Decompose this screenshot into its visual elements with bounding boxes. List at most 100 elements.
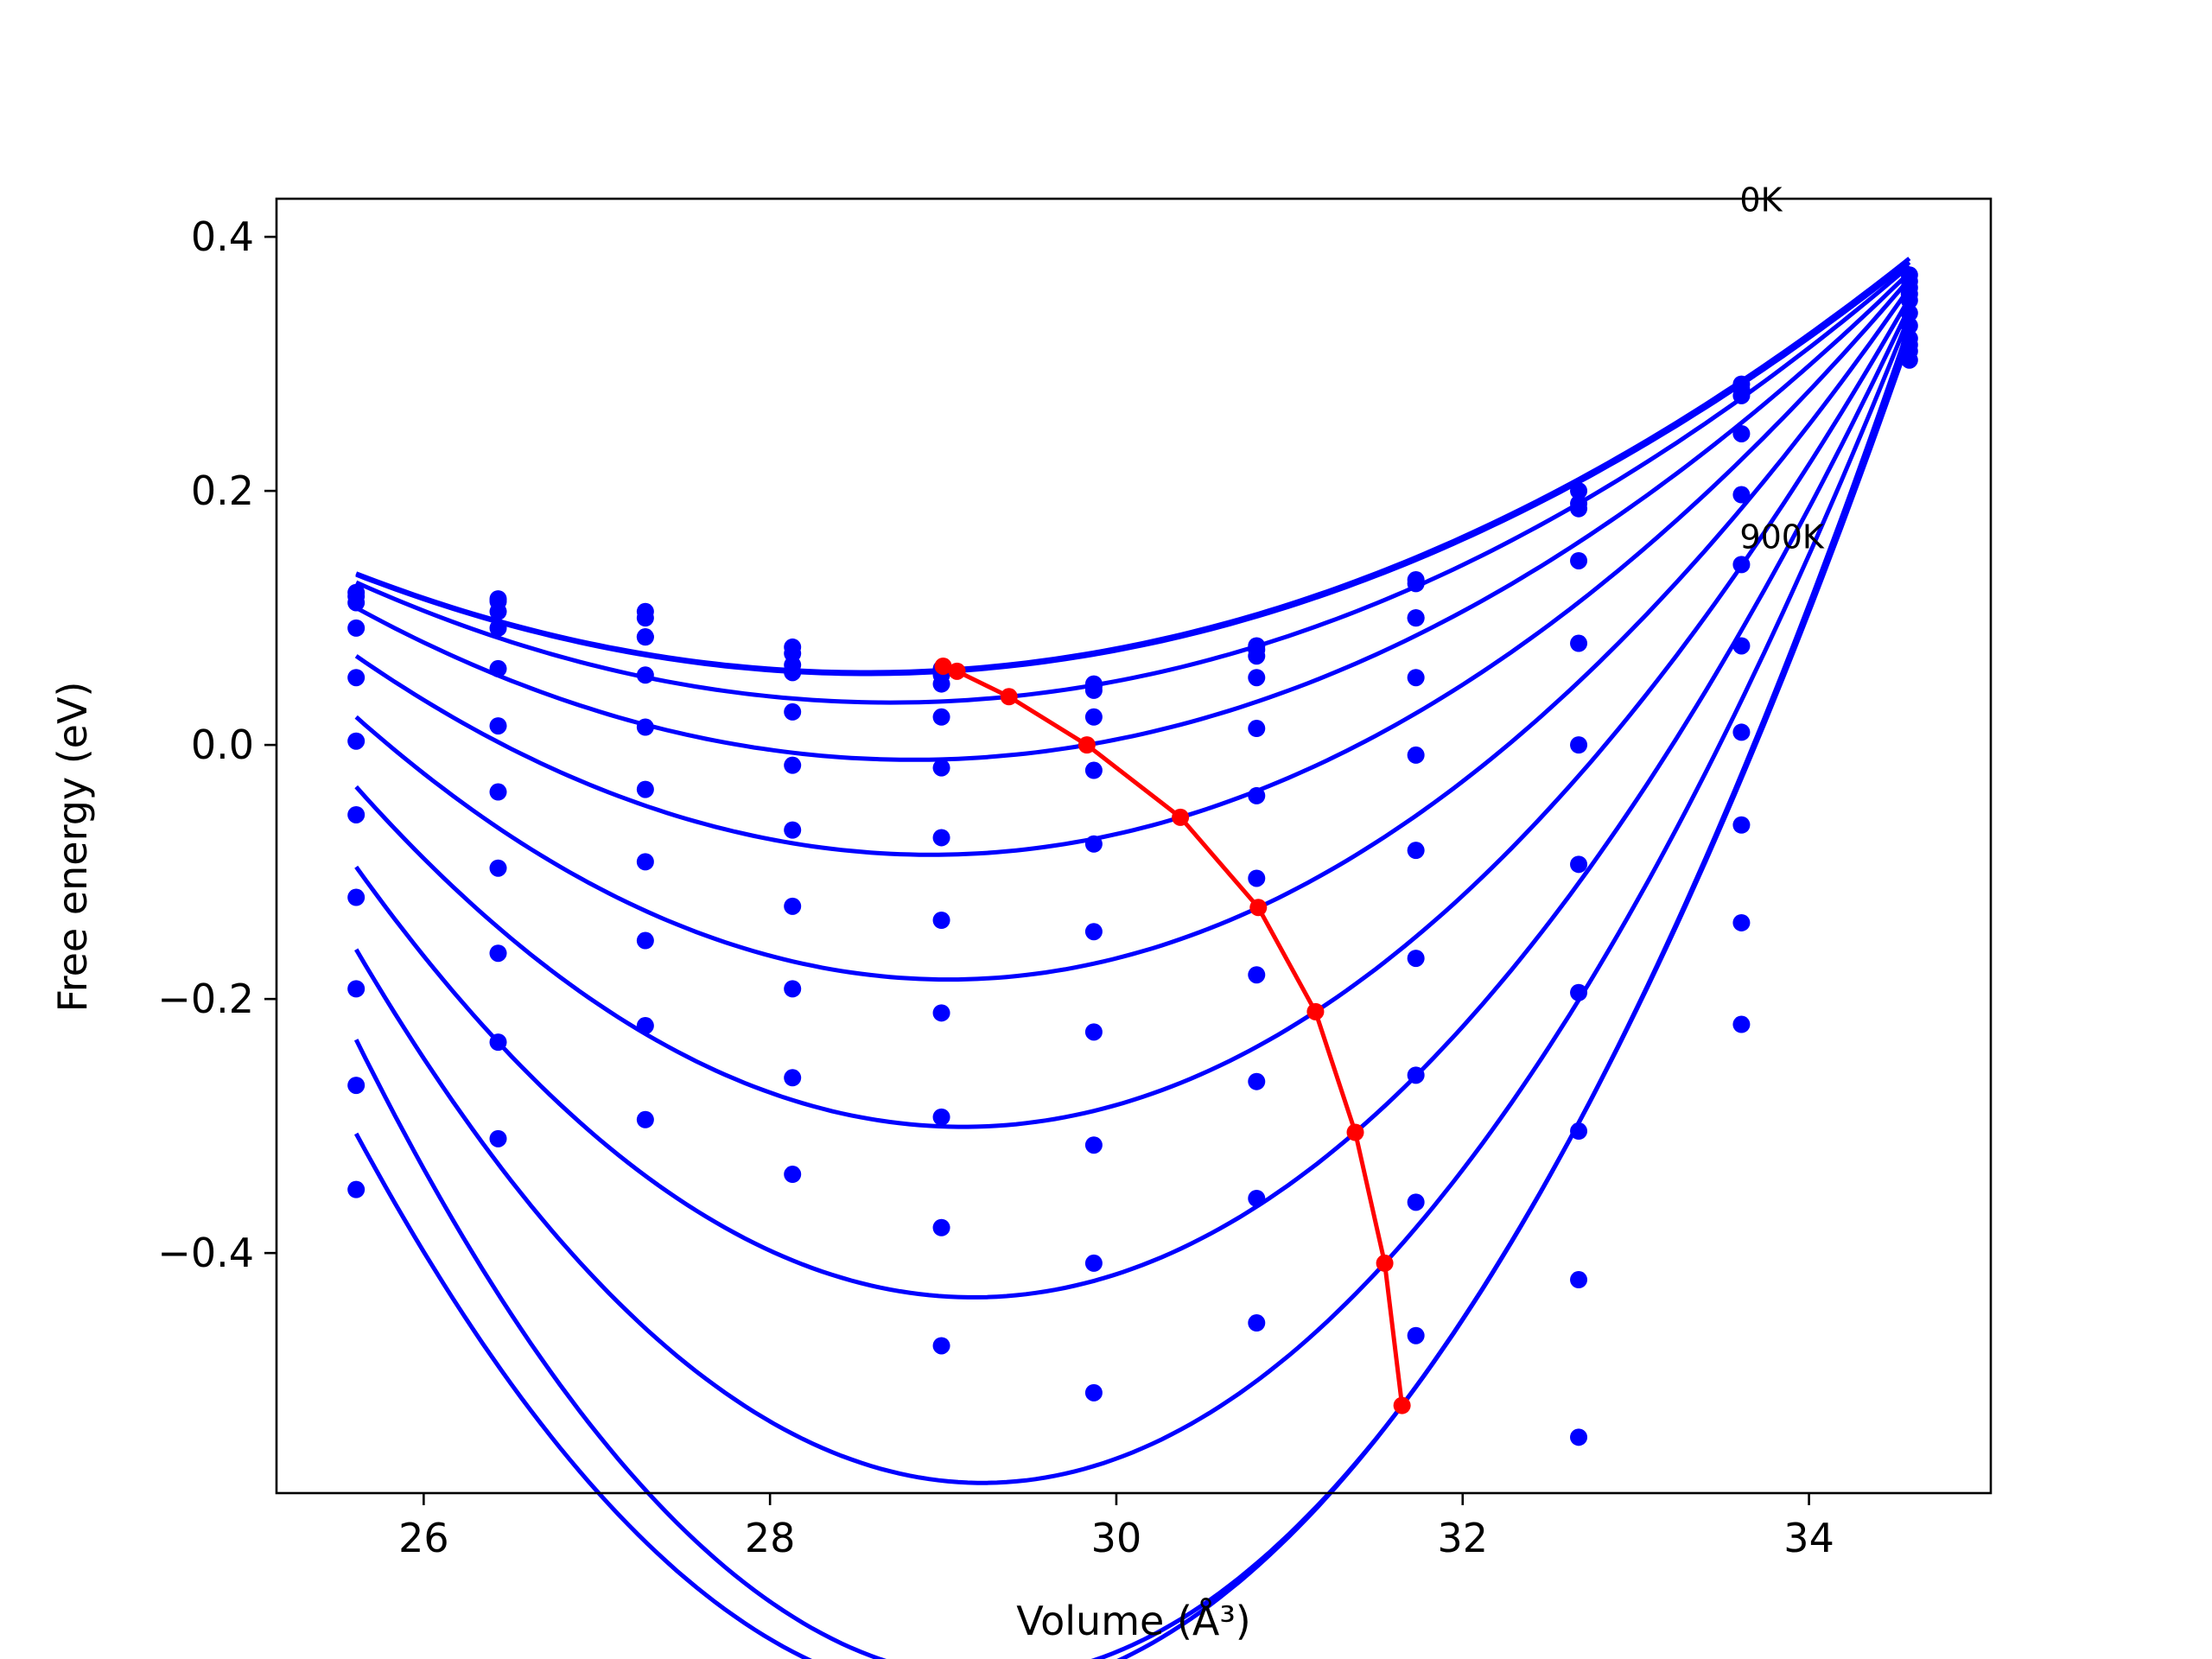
data-point-600K-8 [1570,855,1588,874]
data-point-1000K-9 [1732,1015,1751,1033]
data-point-600K-3 [784,821,802,839]
data-point-500K-8 [1570,736,1588,754]
data-point-1000K-10 [1900,351,1918,369]
data-point-200K-4 [932,675,950,693]
fit-curve-300K [355,270,1911,762]
x-tick-label-2: 30 [1091,1515,1142,1561]
data-point-300K-2 [636,628,654,646]
x-tick-label-1: 28 [745,1515,796,1561]
data-point-700K-4 [932,1004,950,1022]
data-point-400K-2 [636,666,654,684]
data-point-800K-0 [347,980,365,998]
minimum-path-point-7 [1346,1123,1364,1141]
annotation-label-1: 900K [1739,518,1825,556]
data-point-600K-4 [932,911,950,929]
data-point-800K-2 [636,931,654,950]
data-point-700K-6 [1248,966,1266,984]
data-point-800K-5 [1084,1136,1103,1154]
data-point-300K-6 [1248,669,1266,687]
annotation-label-0: 0K [1739,181,1783,219]
minimum-path-point-2 [1000,688,1018,706]
data-point-800K-6 [1248,1072,1266,1090]
data-point-500K-0 [347,732,365,750]
data-point-800K-4 [932,1108,950,1126]
minimum-path-point-6 [1306,1002,1325,1020]
minimum-path-point-5 [1249,899,1268,917]
x-axis-title: Volume (Å³) [1016,1598,1251,1644]
data-point-900K-2 [636,1017,654,1035]
data-point-200K-9 [1732,386,1751,404]
minimum-path-point-0 [934,657,952,675]
fit-curve-100K [355,260,1911,677]
data-point-800K-1 [489,944,507,963]
data-point-600K-7 [1407,842,1425,860]
data-point-1000K-0 [347,1180,365,1198]
data-point-900K-0 [347,1077,365,1095]
data-point-300K-0 [347,619,365,637]
y-tick-label-2: 0.0 [191,721,254,768]
data-point-900K-6 [1248,1189,1266,1207]
y-tick-label-4: −0.4 [157,1230,254,1276]
data-point-700K-1 [489,859,507,877]
data-point-300K-1 [489,619,507,637]
data-point-400K-9 [1732,486,1751,504]
data-point-400K-0 [347,669,365,687]
data-point-500K-5 [1084,835,1103,853]
fit-curve-800K [354,315,1912,1485]
data-point-1000K-3 [784,1166,802,1184]
data-point-400K-1 [489,659,507,677]
data-point-900K-1 [489,1033,507,1052]
data-point-700K-2 [636,853,654,871]
data-point-700K-7 [1407,950,1425,968]
data-point-600K-2 [636,780,654,798]
data-point-200K-5 [1084,681,1103,699]
data-point-700K-5 [1084,1023,1103,1041]
data-point-200K-8 [1570,499,1588,518]
data-point-400K-6 [1248,720,1266,738]
data-point-500K-7 [1407,746,1425,764]
x-tick-label-4: 34 [1783,1515,1834,1561]
data-point-1000K-7 [1407,1326,1425,1344]
data-point-300K-8 [1570,551,1588,569]
data-point-500K-1 [489,717,507,735]
y-tick-label-1: 0.2 [191,467,254,514]
ticks-layer: 26 28 30 32 34 0.4 0.2 0.0 −0.2 −0.4 [157,213,1834,1561]
data-point-200K-1 [489,602,507,620]
data-point-700K-0 [347,888,365,906]
x-tick-label-3: 32 [1437,1515,1488,1561]
data-point-700K-9 [1732,723,1751,741]
data-point-400K-7 [1407,669,1425,687]
data-point-1000K-2 [636,1110,654,1128]
fit-curve-500K [354,286,1911,982]
fit-curve-1000K [354,337,1912,1659]
fit-curve-200K [355,264,1911,705]
data-point-900K-7 [1407,1193,1425,1211]
minimum-path-point-4 [1172,808,1190,826]
data-point-400K-8 [1570,634,1588,652]
data-point-400K-3 [784,702,802,721]
data-point-600K-0 [347,805,365,823]
data-point-500K-3 [784,756,802,774]
data-point-900K-3 [784,1069,802,1087]
data-point-300K-4 [932,708,950,726]
plot-layer [347,257,1918,1659]
data-point-600K-1 [489,783,507,801]
data-point-900K-8 [1570,1271,1588,1289]
data-point-700K-3 [784,897,802,915]
axes-frame [275,197,1993,1495]
data-point-900K-5 [1084,1254,1103,1272]
data-point-600K-6 [1248,869,1266,887]
data-point-800K-9 [1732,816,1751,834]
data-point-100K-2 [636,609,654,627]
data-point-300K-9 [1732,424,1751,442]
data-point-1000K-6 [1248,1314,1266,1332]
data-point-300K-3 [784,664,802,682]
data-point-800K-3 [784,980,802,998]
fit-curve-600K [354,296,1911,1129]
data-point-400K-5 [1084,761,1103,779]
data-point-300K-5 [1084,708,1103,726]
data-point-500K-6 [1248,786,1266,804]
fit-curve-700K [354,305,1912,1300]
